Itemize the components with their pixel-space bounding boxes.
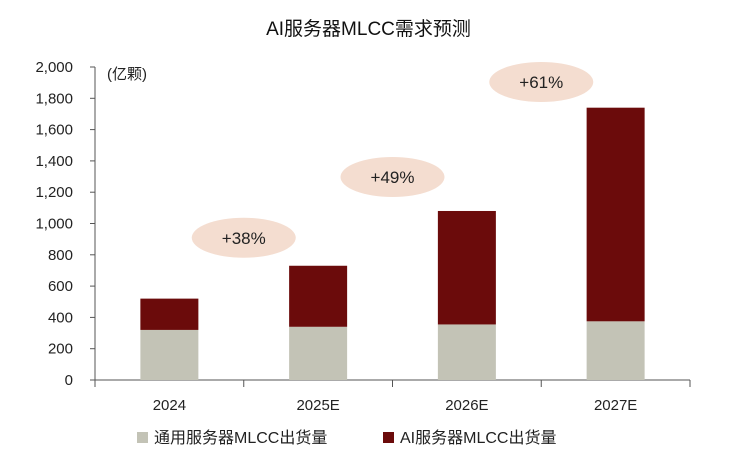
legend: 通用服务器MLCC出货量 AI服务器MLCC出货量 [137,429,556,447]
y-tick-label: 2,000 [35,59,73,76]
legend-label-general: 通用服务器MLCC出货量 [154,429,327,447]
y-tick-label: 1,400 [35,153,73,170]
y-tick-label: 400 [48,309,73,326]
x-category-label: 2027E [594,397,637,414]
x-axis: 2024 2025E 2026E 2027E [94,379,691,414]
bar-ai-server [289,265,348,327]
legend-label-ai: AI服务器MLCC出货量 [400,429,556,447]
bar-general-server [437,324,496,380]
legend-swatch-ai [383,432,394,443]
legend-swatch-general [137,432,148,443]
bar-ai-server [437,210,496,325]
growth-bubble [191,217,296,258]
y-tick-label: 200 [48,341,73,358]
y-tick-label: 600 [48,278,73,295]
bar-general-server [289,326,348,380]
x-category-label: 2025E [296,397,339,414]
y-tick-label: 1,000 [35,216,73,233]
growth-label: +61% [519,73,563,92]
y-tick-label: 1,600 [35,122,73,139]
growth-annotations: +38% +49% +61% [191,62,594,258]
growth-label: +49% [371,168,415,187]
chart-title: AI服务器MLCC需求预测 [266,19,471,40]
bar-ai-server [586,107,645,322]
growth-bubble [340,156,445,197]
y-tick-label: 1,200 [35,184,73,201]
bar-general-server [586,321,645,380]
bar-general-server [140,329,199,380]
growth-label: +38% [222,229,266,248]
y-tick-label: 800 [48,247,73,264]
y-tick-label: 0 [65,372,73,389]
x-category-label: 2026E [445,397,488,414]
y-tick-label: 1,800 [35,90,73,107]
bar-ai-server [140,298,199,330]
x-category-label: 2024 [153,397,186,414]
y-axis: 0 200 400 600 800 1,000 1,200 1,400 1,600 1,800 2,… [35,59,147,389]
growth-bubble [489,62,594,102]
y-unit-label: (亿颗) [107,66,147,83]
bars [140,107,645,380]
